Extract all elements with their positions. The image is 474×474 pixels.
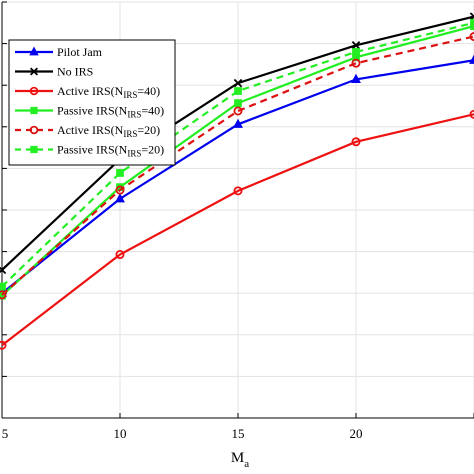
legend-label: Active IRS(NIRS=20) [57,123,160,139]
triangle-marker [29,46,39,56]
square-marker [234,87,242,95]
legend: Pilot Jam No IRS Active IRS(NIRS=40) Passiv… [8,39,176,166]
square-marker [30,145,38,154]
circle-marker [0,340,7,350]
series-line [1,21,474,288]
circle-marker [351,137,361,147]
legend-entry: Active IRS(NIRS=20) [15,123,160,139]
x-marker [351,41,361,50]
square-marker [234,99,242,107]
legend-label: Pilot Jam [57,45,103,59]
square-marker [352,48,360,56]
square-marker [470,18,474,27]
circle-marker [29,86,39,96]
x-axis-label: Ma [231,450,249,470]
legend-entry: Passive IRS(NIRS=20) [15,143,164,159]
legend-label: No IRS [57,65,93,79]
circle-marker [233,186,243,196]
square-marker [30,106,38,115]
x-tick-label: 20 [350,426,363,441]
legend-label: Passive IRS(NIRS=40) [57,104,164,120]
circle-marker [29,125,39,135]
series-layer [0,12,474,350]
legend-label: Passive IRS(NIRS=20) [57,143,164,159]
circle-marker [233,106,243,116]
circle-marker [351,58,361,68]
legend-entry: Active IRS(NIRS=40) [15,84,160,100]
triangle-marker [115,193,125,203]
square-marker [0,282,6,291]
legend-label: Active IRS(NIRS=40) [57,84,160,100]
triangle-marker [469,54,474,64]
triangle-marker [233,118,243,128]
series-line [1,113,474,347]
circle-marker [115,185,125,195]
circle-marker [0,290,7,300]
circle-marker [115,250,125,260]
x-marker [233,78,243,88]
tick-labels: 5 10 15 20 [2,426,363,441]
triangle-marker [351,73,361,83]
square-marker [116,169,124,177]
x-marker [0,265,7,275]
x-tick-label: 15 [232,426,245,441]
legend-entry: Passive IRS(NIRS=40) [15,104,164,120]
legend-box [8,39,176,166]
x-tick-label: 10 [114,426,127,441]
legend-entry: No IRS [15,65,93,79]
x-tick-label: 5 [2,426,9,441]
series-5 [0,18,474,291]
legend-entry: Pilot Jam [15,45,103,59]
x-marker [29,67,39,76]
